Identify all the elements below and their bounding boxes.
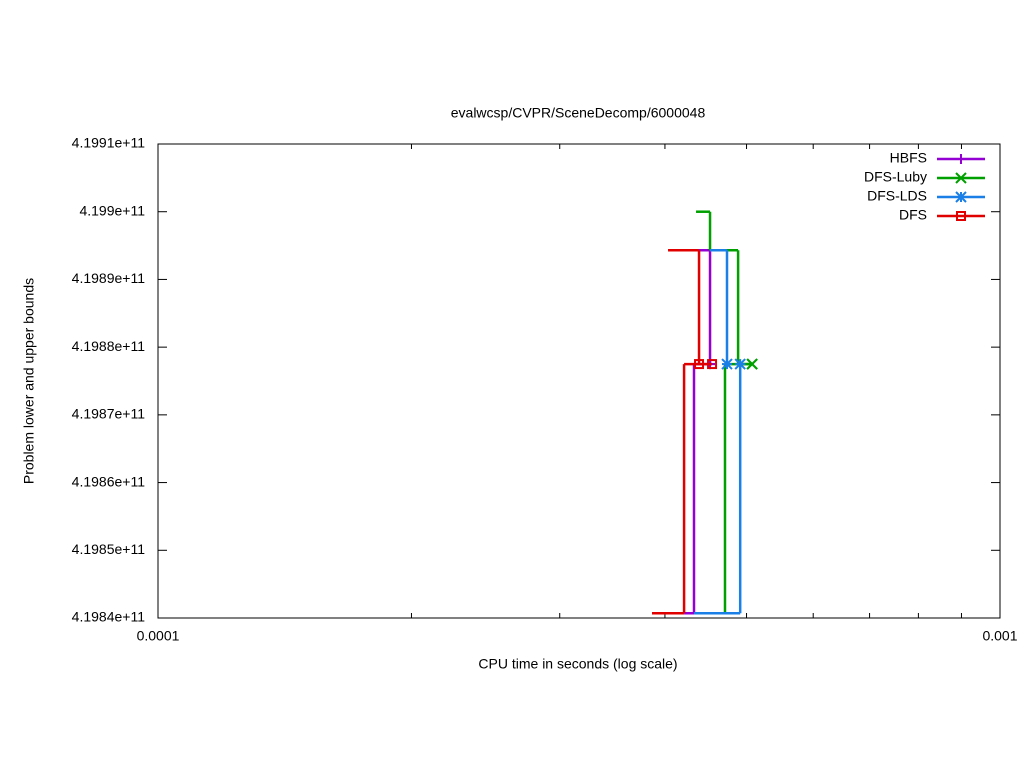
plot-frame bbox=[157, 143, 1001, 619]
marker bbox=[734, 358, 746, 370]
y-tick-label: 4.1989e+11 bbox=[72, 270, 146, 286]
legend-label: DFS-LDS bbox=[867, 188, 927, 204]
y-tick-label: 4.1987e+11 bbox=[72, 406, 146, 422]
marker-stroke bbox=[707, 359, 718, 370]
marker-stroke bbox=[734, 358, 746, 370]
x-axis-label: CPU time in seconds (log scale) bbox=[478, 656, 677, 672]
x-tick-label: 0.0001 bbox=[137, 628, 180, 644]
y-tick-label: 4.1984e+11 bbox=[72, 609, 146, 625]
marker-stroke bbox=[746, 358, 758, 370]
marker bbox=[746, 358, 758, 370]
legend-label: DFS bbox=[899, 207, 927, 223]
marker bbox=[956, 211, 966, 221]
x-tick-label: 0.001 bbox=[982, 628, 1017, 644]
legend-label: DFS-Luby bbox=[864, 169, 927, 185]
y-tick-label: 4.1986e+11 bbox=[72, 473, 146, 489]
marker-stroke bbox=[721, 358, 733, 370]
marker-stroke bbox=[955, 191, 967, 203]
y-tick-label: 4.1988e+11 bbox=[72, 338, 146, 354]
marker bbox=[955, 191, 967, 203]
y-tick-label: 4.199e+11 bbox=[79, 202, 145, 218]
chart-title: evalwcsp/CVPR/SceneDecomp/6000048 bbox=[451, 105, 706, 121]
marker bbox=[707, 359, 718, 370]
marker bbox=[956, 154, 966, 164]
legend-label: HBFS bbox=[890, 150, 927, 166]
y-tick-label: 4.1991e+11 bbox=[72, 135, 146, 151]
marker bbox=[721, 358, 733, 370]
y-axis-label: Problem lower and upper bounds bbox=[21, 278, 37, 484]
marker-stroke bbox=[955, 172, 967, 184]
marker bbox=[955, 172, 967, 184]
y-tick-label: 4.1985e+11 bbox=[72, 541, 146, 557]
marker-stroke bbox=[956, 211, 966, 221]
